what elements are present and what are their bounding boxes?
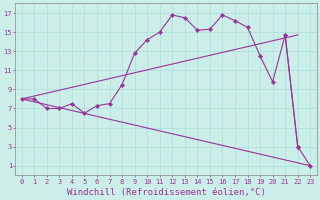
X-axis label: Windchill (Refroidissement éolien,°C): Windchill (Refroidissement éolien,°C) xyxy=(67,188,265,197)
